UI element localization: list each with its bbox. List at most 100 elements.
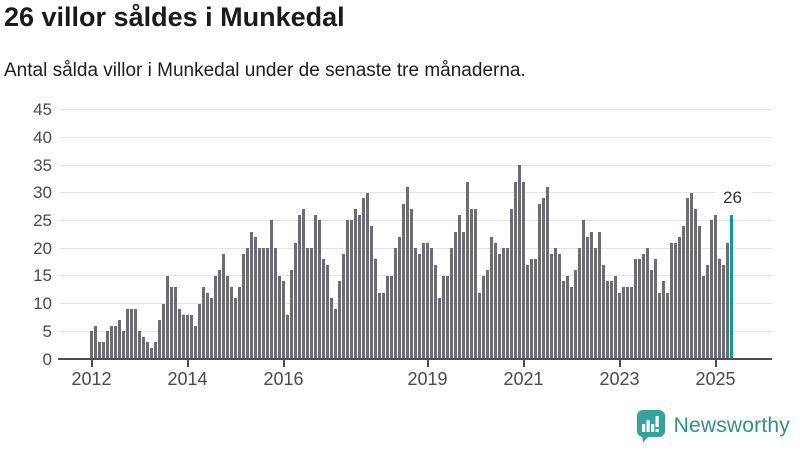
bar xyxy=(418,254,421,359)
bar xyxy=(174,287,177,359)
x-axis-label-2021: 2021 xyxy=(503,369,544,389)
bar xyxy=(646,248,649,359)
bar xyxy=(178,309,181,359)
x-axis-label-2023: 2023 xyxy=(599,369,640,389)
bar xyxy=(422,243,425,359)
bar xyxy=(130,309,133,359)
bar xyxy=(630,287,633,359)
bar xyxy=(274,248,277,359)
bar xyxy=(718,259,721,359)
bar xyxy=(338,281,341,359)
bar xyxy=(666,293,669,359)
gridline-y-40 xyxy=(60,136,772,138)
bar xyxy=(702,276,705,359)
x-axis-label-2012: 2012 xyxy=(71,369,112,389)
bar xyxy=(138,331,141,359)
y-axis-label-15: 15 xyxy=(33,266,52,286)
y-axis-label-20: 20 xyxy=(33,238,52,258)
bar xyxy=(238,287,241,359)
bar xyxy=(582,220,585,359)
bar xyxy=(382,293,385,359)
bar xyxy=(626,287,629,359)
bar xyxy=(330,298,333,359)
bar xyxy=(218,270,221,359)
bar xyxy=(502,248,505,359)
bar xyxy=(698,226,701,359)
bar xyxy=(378,293,381,359)
bar xyxy=(258,248,261,359)
bar xyxy=(402,204,405,359)
bar xyxy=(578,248,581,359)
bar xyxy=(142,337,145,359)
bar xyxy=(150,348,153,359)
bar xyxy=(714,215,717,359)
bar xyxy=(262,248,265,359)
bar xyxy=(194,326,197,359)
bar xyxy=(182,315,185,359)
chart-subtitle: Antal sålda villor i Munkedal under de s… xyxy=(4,60,526,81)
bar xyxy=(622,287,625,359)
bar xyxy=(598,232,601,359)
y-axis-label-35: 35 xyxy=(33,155,52,175)
x-axis-line xyxy=(58,358,772,360)
bar xyxy=(242,254,245,359)
bar xyxy=(214,276,217,359)
bar xyxy=(314,215,317,359)
x-axis-tick-2012 xyxy=(90,360,93,367)
bar xyxy=(638,259,641,359)
bar xyxy=(634,259,637,359)
bar xyxy=(106,331,109,359)
bar xyxy=(202,287,205,359)
bar xyxy=(454,232,457,359)
bar xyxy=(206,293,209,359)
bar xyxy=(146,342,149,359)
bar xyxy=(302,209,305,359)
y-axis-label-10: 10 xyxy=(33,294,52,314)
bar xyxy=(326,265,329,359)
bar xyxy=(294,243,297,359)
bar xyxy=(518,165,521,359)
bar xyxy=(466,182,469,359)
bar xyxy=(606,281,609,359)
bar xyxy=(114,326,117,359)
bar xyxy=(406,187,409,359)
bar xyxy=(322,259,325,359)
bar xyxy=(510,209,513,359)
bar xyxy=(574,270,577,359)
bar xyxy=(566,276,569,359)
x-axis-label-2019: 2019 xyxy=(407,369,448,389)
bar xyxy=(246,248,249,359)
bar xyxy=(394,248,397,359)
bar xyxy=(434,265,437,359)
bar xyxy=(270,220,273,359)
bar xyxy=(658,293,661,359)
bar xyxy=(642,254,645,359)
bar xyxy=(166,276,169,359)
bar xyxy=(134,309,137,359)
bar xyxy=(474,209,477,359)
bar xyxy=(726,243,729,359)
bar xyxy=(186,315,189,359)
bar xyxy=(190,315,193,359)
bar xyxy=(478,293,481,359)
bar xyxy=(390,276,393,359)
bar xyxy=(498,254,501,359)
bar xyxy=(94,326,97,359)
bar xyxy=(482,276,485,359)
bar xyxy=(690,193,693,359)
bar xyxy=(562,281,565,359)
bar xyxy=(686,198,689,359)
bar xyxy=(546,187,549,359)
bar xyxy=(610,281,613,359)
bar xyxy=(346,220,349,359)
bar xyxy=(226,276,229,359)
x-axis-label-2016: 2016 xyxy=(263,369,304,389)
bar xyxy=(550,254,553,359)
bar xyxy=(158,320,161,359)
bar xyxy=(102,342,105,359)
newsworthy-branding[interactable]: Newsworthy xyxy=(636,408,790,444)
bar xyxy=(118,320,121,359)
bar xyxy=(710,220,713,359)
y-axis-label-0: 0 xyxy=(42,349,52,369)
gridline-y-25 xyxy=(60,219,772,221)
